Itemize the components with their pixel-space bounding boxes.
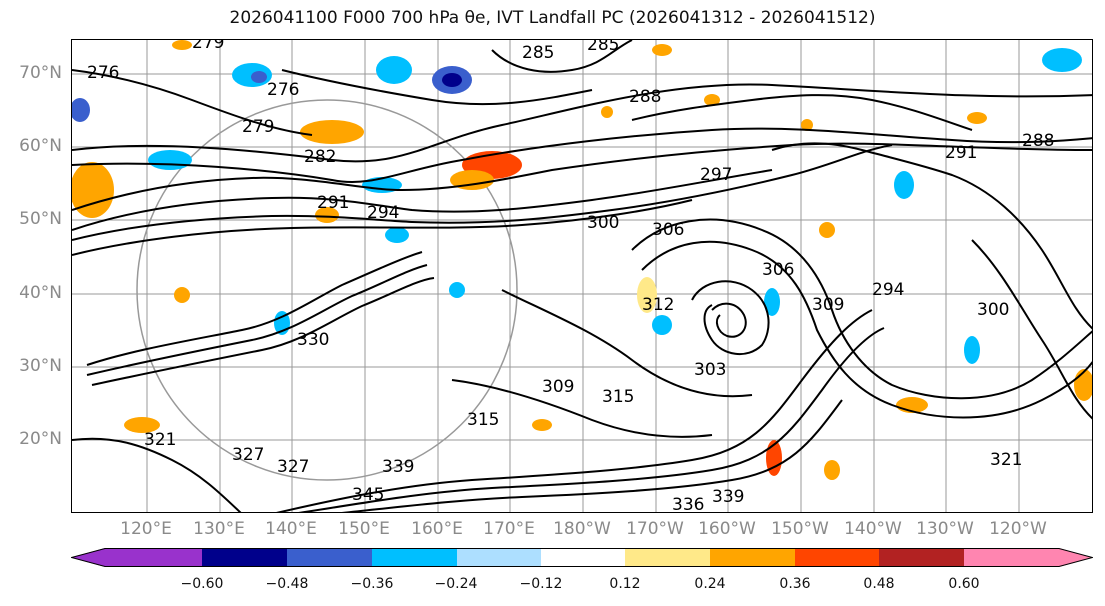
colorbar-tick-label: 0.36 <box>779 576 811 592</box>
colorbar-bin <box>625 548 710 567</box>
lon-label: 150°E <box>338 519 390 539</box>
lon-label: 140°E <box>265 519 317 539</box>
colorbar-tick-label: −0.36 <box>350 576 394 592</box>
contour-label: 285 <box>522 43 554 63</box>
contour-label: 336 <box>672 495 704 513</box>
graticule <box>72 40 1092 512</box>
contour-label: 303 <box>694 360 726 380</box>
contour-label: 294 <box>872 280 904 300</box>
lat-label-50n: 50°N <box>19 209 62 229</box>
colorbar-extend-low <box>71 548 105 567</box>
theta-e-contour-map: 279 285 285 288 276 276 279 282 291 294 … <box>72 40 1092 513</box>
contour-label: 279 <box>192 40 224 53</box>
lon-label: 170°W <box>626 519 684 539</box>
lat-label-70n: 70°N <box>19 63 62 83</box>
colorbar-bin <box>372 548 457 567</box>
colorbar-tick-label: 0.24 <box>694 576 726 592</box>
lat-label-30n: 30°N <box>19 356 62 376</box>
lon-label: 150°W <box>771 519 829 539</box>
contour-label: 345 <box>352 485 384 505</box>
lon-label: 140°W <box>844 519 902 539</box>
contour-label: 312 <box>642 295 674 315</box>
contour-label: 294 <box>367 203 399 223</box>
colorbar-extend-high <box>1059 548 1093 567</box>
contour-label: 339 <box>712 487 744 507</box>
colorbar-tick-label: 0.48 <box>863 576 895 592</box>
contour-label: 276 <box>87 63 119 83</box>
contour-label: 321 <box>990 450 1022 470</box>
colorbar-tick-label: 0.12 <box>609 576 641 592</box>
map-title: 2026041100 F000 700 hPa θe, IVT Landfall… <box>229 8 876 28</box>
lat-label-40n: 40°N <box>19 283 62 303</box>
lon-label: 120°W <box>989 519 1047 539</box>
contour-label: 306 <box>652 220 684 240</box>
contour-label: 285 <box>587 40 619 55</box>
lat-label-20n: 20°N <box>19 429 62 449</box>
contour-label: 288 <box>629 87 661 107</box>
colorbar-tick-label: 0.60 <box>948 576 980 592</box>
contour-label-layer: 279 285 285 288 276 276 279 282 291 294 … <box>87 40 1054 513</box>
contour-label: 291 <box>317 193 349 213</box>
contour-label: 309 <box>812 295 844 315</box>
contour-label: 327 <box>232 445 264 465</box>
contour-label: 306 <box>762 260 794 280</box>
lon-label: 130°E <box>193 519 245 539</box>
contour-label: 315 <box>602 387 634 407</box>
lon-label: 160°W <box>698 519 756 539</box>
contour-label: 327 <box>277 457 309 477</box>
contour-label: 288 <box>1022 131 1054 151</box>
contour-label: 321 <box>144 430 176 450</box>
landfall-region-circle <box>136 99 518 481</box>
lon-label: 180°W <box>553 519 611 539</box>
lon-label: 120°E <box>120 519 172 539</box>
lon-label: 170°E <box>483 519 535 539</box>
colorbar-bin <box>202 548 287 567</box>
contour-label: 300 <box>587 213 619 233</box>
lon-label: 130°W <box>916 519 974 539</box>
contour-label: 315 <box>467 410 499 430</box>
colorbar-tick-label: −0.12 <box>519 576 563 592</box>
theta-e-contours <box>72 40 1092 512</box>
contour-label: 330 <box>297 330 329 350</box>
colorbar-bin <box>105 548 202 567</box>
colorbar-bin <box>541 548 625 567</box>
colorbar-bin <box>710 548 795 567</box>
contour-label: 297 <box>700 165 732 185</box>
colorbar-tick-label: −0.60 <box>180 576 224 592</box>
contour-label: 279 <box>242 117 274 137</box>
colorbar-bin <box>964 548 1059 567</box>
colorbar-tick-label: −0.24 <box>434 576 478 592</box>
contour-label: 300 <box>977 300 1009 320</box>
contour-label: 339 <box>382 457 414 477</box>
contour-label: 309 <box>542 377 574 397</box>
colorbar <box>71 548 1093 567</box>
contour-label: 282 <box>304 147 336 167</box>
contour-label: 291 <box>945 143 977 163</box>
lon-label: 160°E <box>411 519 463 539</box>
colorbar-bin <box>457 548 541 567</box>
colorbar-bin <box>879 548 964 567</box>
contour-label: 276 <box>267 80 299 100</box>
map-panel: 279 285 285 288 276 276 279 282 291 294 … <box>71 39 1093 513</box>
colorbar-bin <box>287 548 372 567</box>
colorbar-tick-label: −0.48 <box>265 576 309 592</box>
colorbar-bin <box>795 548 879 567</box>
colorbar-outline <box>71 548 1093 567</box>
lat-label-60n: 60°N <box>19 136 62 156</box>
